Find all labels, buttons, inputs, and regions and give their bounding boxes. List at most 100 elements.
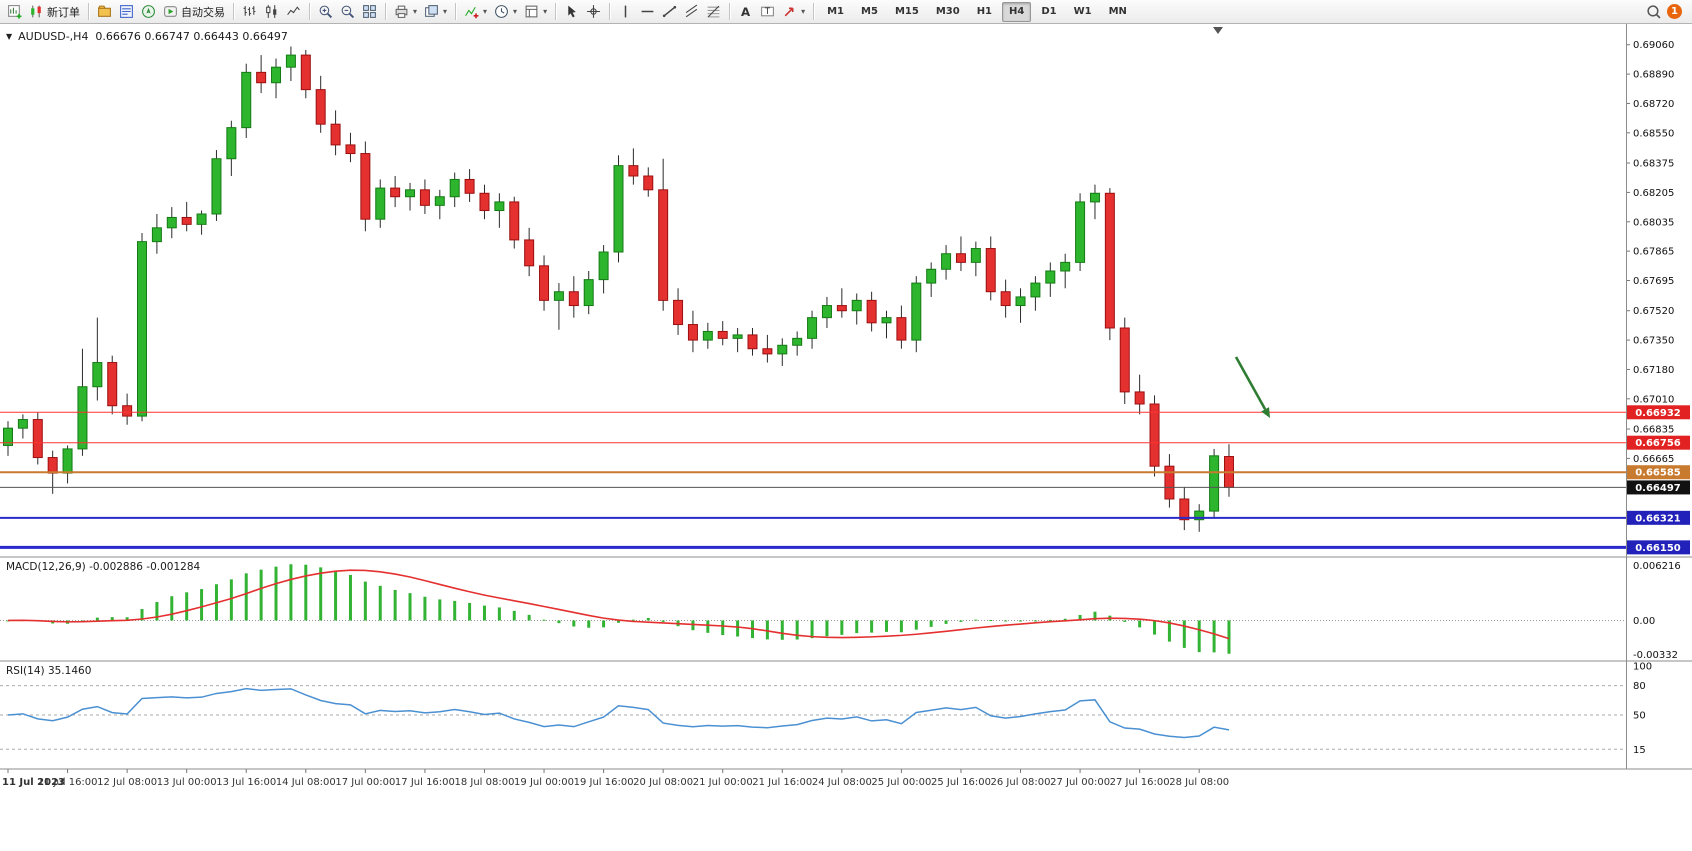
timeframe-h1-button[interactable]: H1 — [976, 5, 993, 17]
navigator-button[interactable] — [138, 1, 159, 23]
svg-text:0.69060: 0.69060 — [1633, 40, 1674, 51]
price-chart[interactable]: 0.69060 0.68890 0.68720 0.68550 0.68375 0.682… — [0, 24, 1692, 851]
candlestick-chart-button[interactable] — [261, 1, 282, 23]
navigator-icon — [141, 4, 156, 19]
bear-candle — [568, 291, 579, 307]
macd-histogram-bar — [1182, 620, 1186, 648]
timeframe-w1-button[interactable]: W1 — [1073, 5, 1092, 17]
text-label-button[interactable]: T — [757, 1, 778, 23]
search-button[interactable] — [1643, 1, 1664, 23]
price-tag[interactable]: 0.66585 — [1627, 465, 1690, 480]
bull-candle — [941, 253, 952, 270]
bull-candle — [151, 227, 162, 243]
tile-windows-button[interactable] — [359, 1, 380, 23]
arrow-annotation[interactable] — [1234, 356, 1270, 418]
print-button[interactable]: ▾ — [391, 1, 420, 23]
text-button[interactable]: A — [735, 1, 756, 23]
toolbar-separator — [455, 3, 457, 20]
toolbar-separator — [813, 3, 815, 20]
macd-histogram-bar — [736, 620, 740, 637]
macd-histogram-bar — [95, 617, 99, 621]
macd-histogram-bar — [1048, 619, 1052, 621]
time-label: 13 Jul 16:00 — [216, 777, 276, 788]
autotrading-button[interactable]: 自动交易 — [160, 1, 228, 23]
line-chart-button[interactable] — [283, 1, 304, 23]
svg-text:0.68035: 0.68035 — [1633, 217, 1674, 228]
bear-candle — [1104, 192, 1115, 329]
bear-candle — [628, 165, 639, 177]
vertical-line-button[interactable] — [615, 1, 636, 23]
timeframe-mn-button[interactable]: MN — [1108, 5, 1127, 17]
timeframe-m5-button[interactable]: M5 — [861, 5, 878, 17]
current-price-tag[interactable]: 0.66497 — [1627, 480, 1690, 495]
bar-chart-button[interactable] — [239, 1, 260, 23]
toolbar-separator — [88, 3, 89, 20]
templates-button[interactable]: ▾ — [521, 1, 550, 23]
macd-histogram-bar — [616, 620, 620, 623]
bear-candle — [32, 419, 43, 459]
indicators-button[interactable]: ▾ — [461, 1, 490, 23]
macd-histogram-bar — [914, 620, 918, 630]
dropdown-caret-icon[interactable]: ▾ — [443, 7, 448, 16]
bull-candle — [211, 158, 222, 215]
dropdown-caret-icon[interactable]: ▾ — [513, 7, 518, 16]
time-label: 18 Jul 08:00 — [454, 777, 514, 788]
cursor-button[interactable] — [561, 1, 582, 23]
trendline-button[interactable] — [659, 1, 680, 23]
indicators-icon — [464, 4, 479, 19]
cascade-windows-button[interactable]: ▾ — [421, 1, 450, 23]
timeframe-m30-button[interactable]: M30 — [935, 5, 960, 17]
bull-candle — [583, 279, 594, 307]
bear-candle — [345, 144, 356, 155]
arrows-button[interactable]: ▾ — [779, 1, 808, 23]
bull-candle — [598, 251, 609, 281]
channel-button[interactable] — [681, 1, 702, 23]
macd-histogram-bar — [363, 581, 367, 621]
time-label: 24 Jul 08:00 — [812, 777, 872, 788]
periods-button[interactable]: ▾ — [491, 1, 520, 23]
dropdown-caret-icon[interactable]: ▾ — [801, 7, 806, 16]
macd-histogram-bar — [780, 620, 784, 640]
horizontal-line-button[interactable] — [637, 1, 658, 23]
dropdown-caret-icon[interactable]: ▾ — [413, 7, 418, 16]
crosshair-button[interactable] — [583, 1, 604, 23]
price-tag[interactable]: 0.66756 — [1627, 435, 1690, 450]
bear-candle — [390, 187, 401, 198]
new-order-button[interactable]: 新订单 — [26, 1, 83, 23]
one-click-trading-toggle[interactable]: ▼ — [6, 32, 13, 41]
bull-candle — [449, 178, 460, 198]
price-tag[interactable]: 0.66321 — [1627, 510, 1690, 525]
macd-histogram-bar — [1167, 620, 1171, 642]
macd-histogram-bar — [691, 620, 695, 631]
bull-candle — [1030, 282, 1041, 298]
notification-badge[interactable]: 1 — [1667, 4, 1682, 19]
price-tag[interactable]: 0.66150 — [1627, 540, 1690, 555]
fibonacci-button[interactable] — [703, 1, 724, 23]
macd-histogram-bar — [482, 605, 486, 621]
bear-candle — [1134, 391, 1145, 405]
new-chart-button[interactable] — [4, 1, 25, 23]
macd-histogram-bar — [899, 620, 903, 633]
hline-icon — [640, 4, 655, 19]
profiles-button[interactable] — [94, 1, 115, 23]
timeframe-h4-button[interactable]: H4 — [1002, 1, 1032, 22]
macd-histogram-bar — [959, 620, 963, 622]
macd-histogram-bar — [512, 610, 516, 621]
timeframe-m15-button[interactable]: M15 — [894, 5, 919, 17]
zoom-out-button[interactable] — [337, 1, 358, 23]
zoom-in-button[interactable] — [315, 1, 336, 23]
svg-text:80: 80 — [1633, 681, 1646, 692]
timeframe-m1-button[interactable]: M1 — [827, 5, 845, 17]
dropdown-caret-icon[interactable]: ▾ — [483, 7, 488, 16]
macd-histogram-bar — [185, 592, 189, 621]
timeframe-d1-button[interactable]: D1 — [1041, 5, 1057, 17]
time-label: 21 Jul 16:00 — [752, 777, 812, 788]
price-tag[interactable]: 0.66932 — [1627, 405, 1690, 420]
time-label: 19 Jul 16:00 — [574, 777, 634, 788]
svg-text:0.006216: 0.006216 — [1633, 561, 1681, 572]
bear-candle — [419, 189, 430, 206]
dropdown-caret-icon[interactable]: ▾ — [543, 7, 548, 16]
market-watch-button[interactable] — [116, 1, 137, 23]
arrows-icon — [782, 4, 797, 19]
